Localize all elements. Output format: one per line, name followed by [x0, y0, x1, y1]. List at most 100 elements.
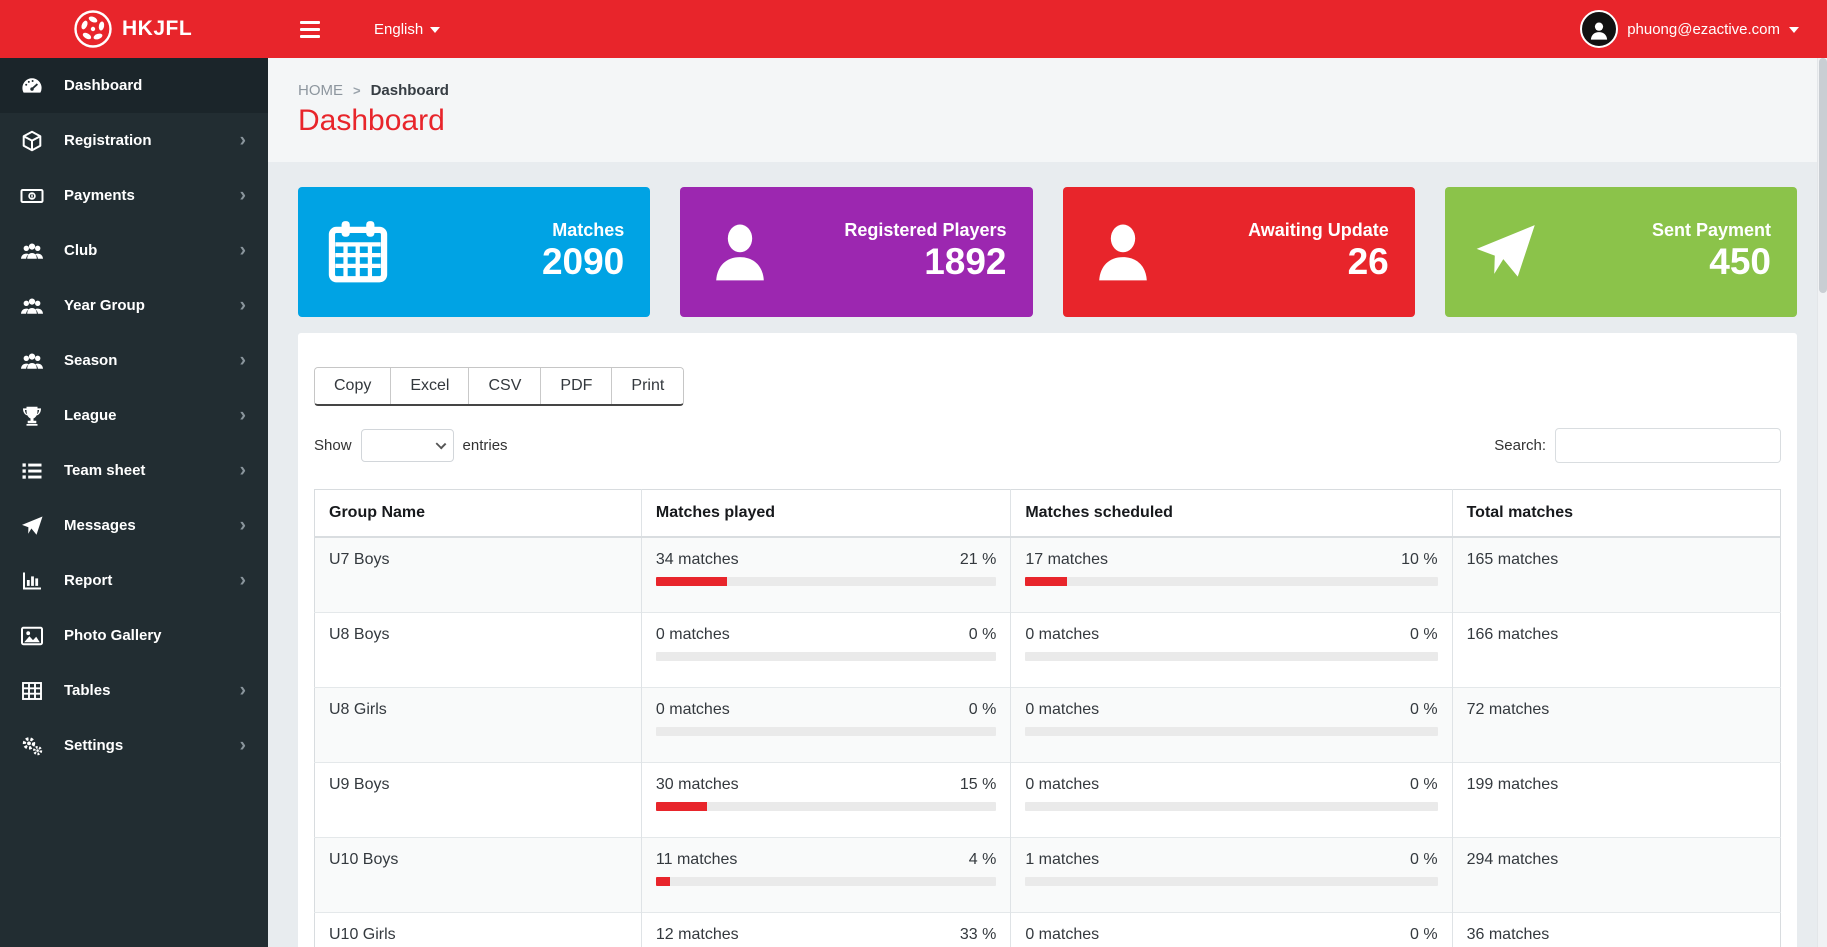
stat-cards-row: Matches 2090 Registered Players 1892 Awaitin…: [298, 187, 1797, 317]
group-name-cell: U10 Boys: [314, 837, 642, 913]
stat-card-registered-players: Registered Players 1892: [680, 187, 1033, 317]
search-control: Search:: [1494, 428, 1781, 463]
entries-select[interactable]: [360, 429, 454, 462]
sidebar-item-year-group[interactable]: Year Group ›: [0, 278, 268, 333]
progress-bar: [1025, 727, 1438, 736]
sidebar-item-label: Year Group: [64, 297, 145, 314]
content-body: Matches 2090 Registered Players 1892 Awaitin…: [268, 162, 1827, 947]
progress-bar-fill: [1025, 577, 1067, 586]
print-export-button[interactable]: Print: [611, 368, 684, 404]
language-dropdown[interactable]: English: [374, 21, 441, 38]
matches-percent: 15 %: [959, 776, 997, 793]
matches-count: 0 matches: [1025, 701, 1100, 718]
sidebar-item-tables[interactable]: Tables ›: [0, 663, 268, 718]
person-icon: [706, 218, 774, 286]
breadcrumb-current: Dashboard: [370, 82, 449, 99]
breadcrumb-home-link[interactable]: HOME: [298, 82, 343, 99]
sidebar-item-report[interactable]: Report ›: [0, 553, 268, 608]
users-icon: [20, 239, 44, 263]
sidebar-item-payments[interactable]: Payments ›: [0, 168, 268, 223]
sidebar-toggle-hamburger-icon[interactable]: [288, 0, 332, 58]
breadcrumb-separator: >: [353, 83, 361, 98]
search-label: Search:: [1494, 437, 1546, 454]
entries-label: entries: [462, 437, 508, 454]
column-header-matches-played[interactable]: Matches played: [640, 489, 1011, 538]
progress-bar: [1025, 877, 1438, 886]
progress-bar: [655, 727, 997, 736]
matches-count: 34 matches: [655, 551, 739, 568]
matches-percent: 10 %: [1401, 551, 1438, 568]
brand-logo-link[interactable]: HKJFL: [0, 8, 268, 50]
trophy-icon: [20, 404, 44, 428]
chevron-right-icon: ›: [239, 735, 246, 756]
table-row: U9 Boys 30 matches 15 % 0 matches 0 % 199 mat…: [314, 762, 1781, 838]
sidebar-item-team-sheet[interactable]: Team sheet ›: [0, 443, 268, 498]
group-name-cell: U7 Boys: [314, 536, 642, 613]
copy-export-button[interactable]: Copy: [315, 368, 391, 404]
sidebar-item-registration[interactable]: Registration ›: [0, 113, 268, 168]
scrollbar-thumb[interactable]: [1819, 58, 1827, 293]
stat-card-awaiting-update: Awaiting Update 26: [1062, 187, 1415, 317]
stat-card-value: 2090: [541, 241, 625, 283]
table-row: U10 Girls 12 matches 33 % 0 matches 0 % 36 ma…: [314, 912, 1781, 947]
column-header-group-name[interactable]: Group Name: [314, 489, 642, 538]
chevron-right-icon: ›: [239, 185, 246, 206]
matches-percent: 0 %: [1410, 851, 1438, 868]
progress-bar: [655, 802, 997, 811]
hkjfl-logo-icon: [72, 8, 114, 50]
chevron-right-icon: ›: [239, 240, 246, 261]
chevron-down-icon: [1789, 27, 1799, 33]
show-label: Show: [314, 437, 352, 454]
sidebar-item-messages[interactable]: Messages ›: [0, 498, 268, 553]
matches-scheduled-cell: 0 matches 0 %: [1010, 762, 1453, 838]
page-title: Dashboard: [298, 104, 445, 137]
column-header-matches-scheduled[interactable]: Matches scheduled: [1010, 489, 1453, 538]
csv-export-button[interactable]: CSV: [468, 368, 541, 404]
table-row: U10 Boys 11 matches 4 % 1 matches 0 % 294 mat…: [314, 837, 1781, 913]
sidebar-item-label: Messages: [64, 517, 136, 534]
total-matches-cell: 36 matches: [1451, 912, 1781, 947]
stat-card-label: Registered Players: [844, 220, 1007, 241]
sidebar-item-club[interactable]: Club ›: [0, 223, 268, 278]
group-name-cell: U8 Boys: [314, 612, 642, 688]
main-content: HOME > Dashboard Dashboard Matches 2090 Re…: [268, 58, 1827, 947]
table-controls: Show entries Search:: [314, 428, 1781, 463]
sidebar-item-label: Dashboard: [64, 77, 143, 94]
matches-played-cell: 0 matches 0 %: [640, 612, 1011, 688]
matches-scheduled-cell: 17 matches 10 %: [1010, 536, 1453, 613]
brand-text: HKJFL: [122, 17, 193, 40]
matches-count: 0 matches: [1025, 926, 1100, 943]
pdf-export-button[interactable]: PDF: [540, 368, 612, 404]
column-header-total-matches[interactable]: Total matches: [1451, 489, 1781, 538]
progress-bar-fill: [655, 802, 707, 811]
sidebar-item-label: Report: [64, 572, 113, 589]
matches-played-cell: 11 matches 4 %: [640, 837, 1011, 913]
money-icon: [20, 184, 44, 208]
breadcrumb: HOME > Dashboard: [298, 82, 1797, 99]
sidebar-item-settings[interactable]: Settings ›: [0, 718, 268, 773]
chevron-right-icon: ›: [239, 515, 246, 536]
user-menu[interactable]: phuong@ezactive.com: [1580, 10, 1799, 48]
matches-percent: 0 %: [1410, 701, 1438, 718]
sidebar-nav: Dashboard Registration › Payments › Club › Year…: [0, 58, 268, 947]
content-header: HOME > Dashboard Dashboard: [268, 58, 1827, 162]
matches-played-cell: 12 matches 33 %: [640, 912, 1011, 947]
stat-card-label: Awaiting Update: [1248, 220, 1389, 241]
sidebar-item-photo-gallery[interactable]: Photo Gallery: [0, 608, 268, 663]
vertical-scrollbar: [1817, 58, 1827, 947]
sidebar-item-league[interactable]: League ›: [0, 388, 268, 443]
person-icon: [1089, 218, 1157, 286]
stat-card-value: 1892: [924, 241, 1007, 283]
excel-export-button[interactable]: Excel: [390, 368, 469, 404]
matches-percent: 0 %: [1410, 776, 1438, 793]
sidebar-item-dashboard[interactable]: Dashboard: [0, 58, 268, 113]
total-matches-cell: 199 matches: [1451, 762, 1781, 838]
sidebar-item-season[interactable]: Season ›: [0, 333, 268, 388]
matches-count: 30 matches: [655, 776, 739, 793]
top-navbar: HKJFL English phuong@ezactive.com: [0, 0, 1827, 58]
sidebar-item-label: Team sheet: [64, 462, 146, 479]
users-icon: [20, 349, 44, 373]
matches-count: 0 matches: [655, 626, 730, 643]
search-input[interactable]: [1555, 428, 1781, 463]
sidebar-item-label: Payments: [64, 187, 135, 204]
